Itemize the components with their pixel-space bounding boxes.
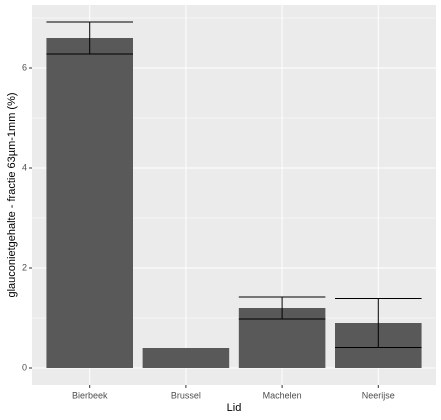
y-tick-label: 4 xyxy=(22,162,27,172)
error-bar xyxy=(46,21,133,55)
x-tick-label: Brussel xyxy=(171,390,201,400)
bar xyxy=(142,348,230,368)
y-tick-label: 0 xyxy=(22,362,27,372)
error-bar xyxy=(238,296,326,320)
y-tick-label: 6 xyxy=(22,62,27,72)
x-tick-label: Machelen xyxy=(263,390,302,400)
y-axis-title: glauconietgehalte - fractie 63µm-1mm (%) xyxy=(6,92,18,297)
y-tick-label: 2 xyxy=(22,262,27,272)
x-tick-label: Neerijse xyxy=(362,390,395,400)
x-axis-title: Lid xyxy=(227,402,242,414)
error-bar xyxy=(335,298,422,348)
x-tick-label: Bierbeek xyxy=(72,390,108,400)
bar xyxy=(46,38,133,368)
